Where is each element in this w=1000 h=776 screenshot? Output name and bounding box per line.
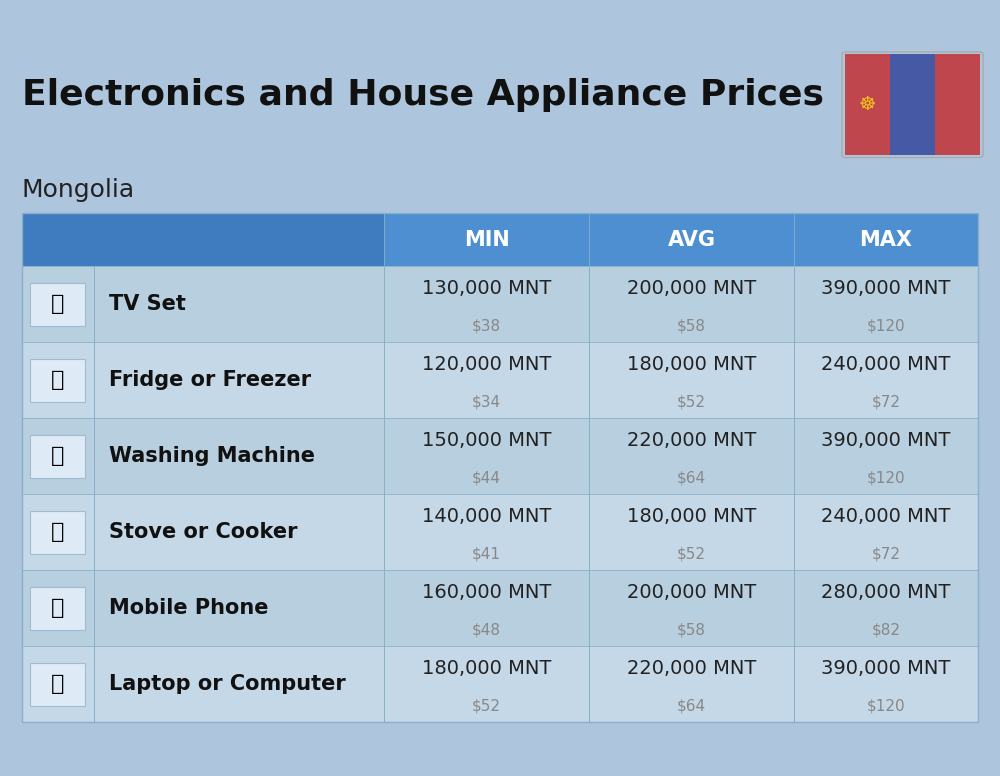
Text: $44: $44 bbox=[472, 470, 501, 486]
Bar bbox=[794, 213, 978, 266]
Bar bbox=[890, 54, 935, 155]
Text: 🫧: 🫧 bbox=[51, 446, 65, 466]
Text: 💻: 💻 bbox=[51, 674, 65, 695]
Text: 📱: 📱 bbox=[51, 598, 65, 618]
Bar bbox=[30, 282, 85, 325]
Text: 🪔: 🪔 bbox=[51, 522, 65, 542]
Text: Fridge or Freezer: Fridge or Freezer bbox=[109, 370, 311, 390]
Text: 390,000 MNT: 390,000 MNT bbox=[821, 431, 951, 450]
Bar bbox=[30, 511, 85, 554]
Text: 140,000 MNT: 140,000 MNT bbox=[422, 508, 551, 526]
Bar bbox=[30, 435, 85, 478]
Bar bbox=[22, 213, 978, 722]
Bar bbox=[30, 587, 85, 630]
Text: 220,000 MNT: 220,000 MNT bbox=[627, 660, 756, 678]
Text: Laptop or Computer: Laptop or Computer bbox=[109, 674, 346, 695]
Text: $52: $52 bbox=[472, 698, 501, 714]
Text: $58: $58 bbox=[677, 318, 706, 334]
Bar bbox=[22, 646, 978, 722]
Text: $120: $120 bbox=[867, 318, 905, 334]
Text: $64: $64 bbox=[677, 698, 706, 714]
Text: 180,000 MNT: 180,000 MNT bbox=[422, 660, 551, 678]
Bar bbox=[30, 663, 85, 706]
Text: 180,000 MNT: 180,000 MNT bbox=[627, 508, 756, 526]
Text: 160,000 MNT: 160,000 MNT bbox=[422, 584, 551, 602]
Text: $72: $72 bbox=[871, 546, 900, 562]
Text: 200,000 MNT: 200,000 MNT bbox=[627, 584, 756, 602]
Text: AVG: AVG bbox=[668, 230, 716, 250]
Text: Mongolia: Mongolia bbox=[22, 178, 135, 203]
Text: MAX: MAX bbox=[859, 230, 912, 250]
Text: 130,000 MNT: 130,000 MNT bbox=[422, 279, 551, 298]
Text: $64: $64 bbox=[677, 470, 706, 486]
Bar bbox=[935, 54, 980, 155]
Text: 390,000 MNT: 390,000 MNT bbox=[821, 279, 951, 298]
Text: 200,000 MNT: 200,000 MNT bbox=[627, 279, 756, 298]
Bar bbox=[22, 342, 978, 418]
Text: 180,000 MNT: 180,000 MNT bbox=[627, 355, 756, 374]
Text: TV Set: TV Set bbox=[109, 294, 186, 314]
Text: $38: $38 bbox=[472, 318, 501, 334]
Bar bbox=[589, 213, 794, 266]
Text: $41: $41 bbox=[472, 546, 501, 562]
Bar bbox=[22, 418, 978, 494]
Text: 240,000 MNT: 240,000 MNT bbox=[821, 355, 951, 374]
Text: $82: $82 bbox=[871, 622, 900, 638]
Text: 220,000 MNT: 220,000 MNT bbox=[627, 431, 756, 450]
Bar bbox=[22, 494, 978, 570]
Bar bbox=[845, 54, 890, 155]
Text: 🧊: 🧊 bbox=[51, 370, 65, 390]
Text: 📺: 📺 bbox=[51, 294, 65, 314]
Bar bbox=[22, 213, 384, 266]
Bar bbox=[30, 359, 85, 402]
Text: $48: $48 bbox=[472, 622, 501, 638]
Text: Washing Machine: Washing Machine bbox=[109, 446, 315, 466]
Text: $52: $52 bbox=[677, 546, 706, 562]
Text: $52: $52 bbox=[677, 394, 706, 410]
Text: Mobile Phone: Mobile Phone bbox=[109, 598, 268, 618]
Text: 120,000 MNT: 120,000 MNT bbox=[422, 355, 551, 374]
Text: 240,000 MNT: 240,000 MNT bbox=[821, 508, 951, 526]
Text: $120: $120 bbox=[867, 470, 905, 486]
Text: 390,000 MNT: 390,000 MNT bbox=[821, 660, 951, 678]
Text: $120: $120 bbox=[867, 698, 905, 714]
Bar bbox=[22, 266, 978, 342]
Text: $72: $72 bbox=[871, 394, 900, 410]
Text: Stove or Cooker: Stove or Cooker bbox=[109, 522, 298, 542]
Bar bbox=[840, 50, 985, 159]
Text: 280,000 MNT: 280,000 MNT bbox=[821, 584, 951, 602]
Text: $34: $34 bbox=[472, 394, 501, 410]
Bar bbox=[22, 570, 978, 646]
Text: $58: $58 bbox=[677, 622, 706, 638]
Text: MIN: MIN bbox=[464, 230, 509, 250]
Text: Electronics and House Appliance Prices: Electronics and House Appliance Prices bbox=[22, 78, 824, 112]
Text: 150,000 MNT: 150,000 MNT bbox=[422, 431, 551, 450]
Bar bbox=[384, 213, 589, 266]
Text: ☸: ☸ bbox=[859, 95, 876, 114]
